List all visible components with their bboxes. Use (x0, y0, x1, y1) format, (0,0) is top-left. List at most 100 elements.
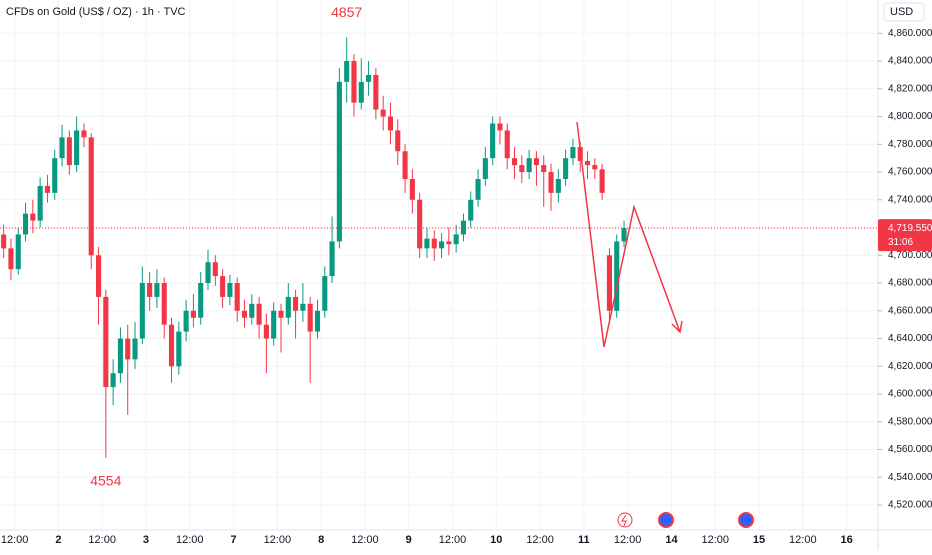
candle-body (548, 172, 554, 193)
candle-body (402, 151, 408, 179)
projection-arrowhead (671, 320, 683, 334)
candle-body (533, 158, 539, 166)
candle-body (424, 238, 430, 249)
last-price-label: 4,719.550 (888, 223, 932, 234)
candle-body (198, 283, 204, 318)
y-tick-label: 4,680.000 (888, 278, 932, 289)
x-tick-label: 12:00 (526, 534, 554, 546)
x-tick-label: 14 (665, 534, 678, 546)
chart-title: CFDs on Gold (US$ / OZ) · 1h · TVC (6, 6, 186, 18)
x-tick-label: 12:00 (351, 534, 379, 546)
candle-body (322, 276, 328, 311)
candle-body (380, 109, 386, 117)
candle-body (190, 310, 196, 318)
candle-body (176, 331, 182, 367)
y-tick-label: 4,660.000 (888, 305, 932, 316)
candle-body (212, 262, 218, 277)
candle-body (329, 241, 335, 277)
candle-body (22, 213, 29, 235)
y-tick-label: 4,820.000 (888, 83, 932, 94)
candle-body (519, 165, 525, 173)
x-tick-label: 15 (753, 534, 765, 546)
countdown: 31:06 (888, 237, 913, 248)
candle-body (336, 81, 342, 242)
high-annotation: 4857 (331, 4, 362, 20)
candle-body (293, 296, 299, 311)
candle-body (154, 283, 160, 297)
x-tick-label: 2 (55, 534, 61, 546)
candle-body (8, 248, 14, 270)
candle-body (373, 74, 379, 110)
y-tick-label: 4,640.000 (888, 333, 932, 344)
candle-body (44, 185, 50, 193)
candle-body (103, 296, 109, 388)
candle-body (599, 169, 605, 193)
y-tick-label: 4,560.000 (888, 444, 932, 455)
candle-body (511, 158, 518, 166)
x-tick-label: 12:00 (264, 534, 292, 546)
candle-body (439, 241, 445, 249)
candle-body (59, 137, 65, 159)
y-tick-label: 4,860.000 (888, 28, 932, 39)
candle-body (344, 61, 350, 82)
y-tick-label: 4,760.000 (888, 167, 932, 178)
candle-body (526, 158, 532, 173)
candle-body (249, 303, 255, 318)
event-icon[interactable] (617, 512, 633, 528)
candle-body (351, 61, 357, 103)
event-icon[interactable] (658, 512, 674, 528)
candle-body (387, 116, 394, 131)
candle-body (584, 160, 591, 166)
candle-body (431, 238, 437, 249)
candle-body (263, 324, 269, 339)
x-tick-label: 12:00 (176, 534, 204, 546)
candle-body (168, 324, 175, 367)
y-tick-label: 4,520.000 (888, 500, 932, 511)
candle-body (1, 234, 7, 249)
projection-drawing[interactable] (576, 121, 681, 348)
x-tick-label: 7 (230, 534, 236, 546)
candle-body (241, 310, 248, 318)
y-tick-label: 4,700.000 (888, 250, 932, 261)
candle-body (125, 338, 131, 360)
candle-body (30, 213, 36, 221)
candle-body (300, 303, 306, 311)
event-icons (617, 512, 754, 528)
candle-body (614, 241, 620, 311)
candle-body (271, 310, 277, 339)
y-tick-label: 4,540.000 (888, 472, 932, 483)
low-annotation: 4554 (90, 473, 121, 489)
event-icon[interactable] (738, 512, 754, 528)
x-tick-label: 10 (490, 534, 502, 546)
candle-body (555, 178, 561, 193)
candle-body (570, 147, 576, 159)
candle-body (81, 130, 87, 138)
candle-body (366, 74, 372, 82)
candle-body (117, 338, 123, 374)
x-tick-label: 8 (318, 534, 324, 546)
x-tick-label: 12:00 (614, 534, 642, 546)
candle-body (395, 130, 401, 152)
y-tick-label: 4,800.000 (888, 111, 932, 122)
candle-body (592, 165, 598, 170)
candle-body (314, 310, 321, 332)
candle-body (88, 137, 94, 256)
candle-body (132, 338, 138, 360)
y-tick-label: 4,620.000 (888, 361, 932, 372)
last-price-box (878, 219, 932, 252)
candle-body (15, 234, 21, 270)
candle-body (468, 199, 474, 221)
candle-body (147, 283, 153, 297)
candle-body (446, 241, 452, 245)
candle-body (409, 178, 415, 200)
candle-body (606, 255, 612, 311)
currency-box[interactable] (883, 2, 925, 22)
candle-body (234, 283, 240, 311)
x-tick-label: 12:00 (1, 534, 29, 546)
currency: USD (890, 6, 913, 18)
y-tick-label: 4,740.000 (888, 194, 932, 205)
candle-body (205, 262, 211, 284)
candle-body (504, 130, 510, 159)
